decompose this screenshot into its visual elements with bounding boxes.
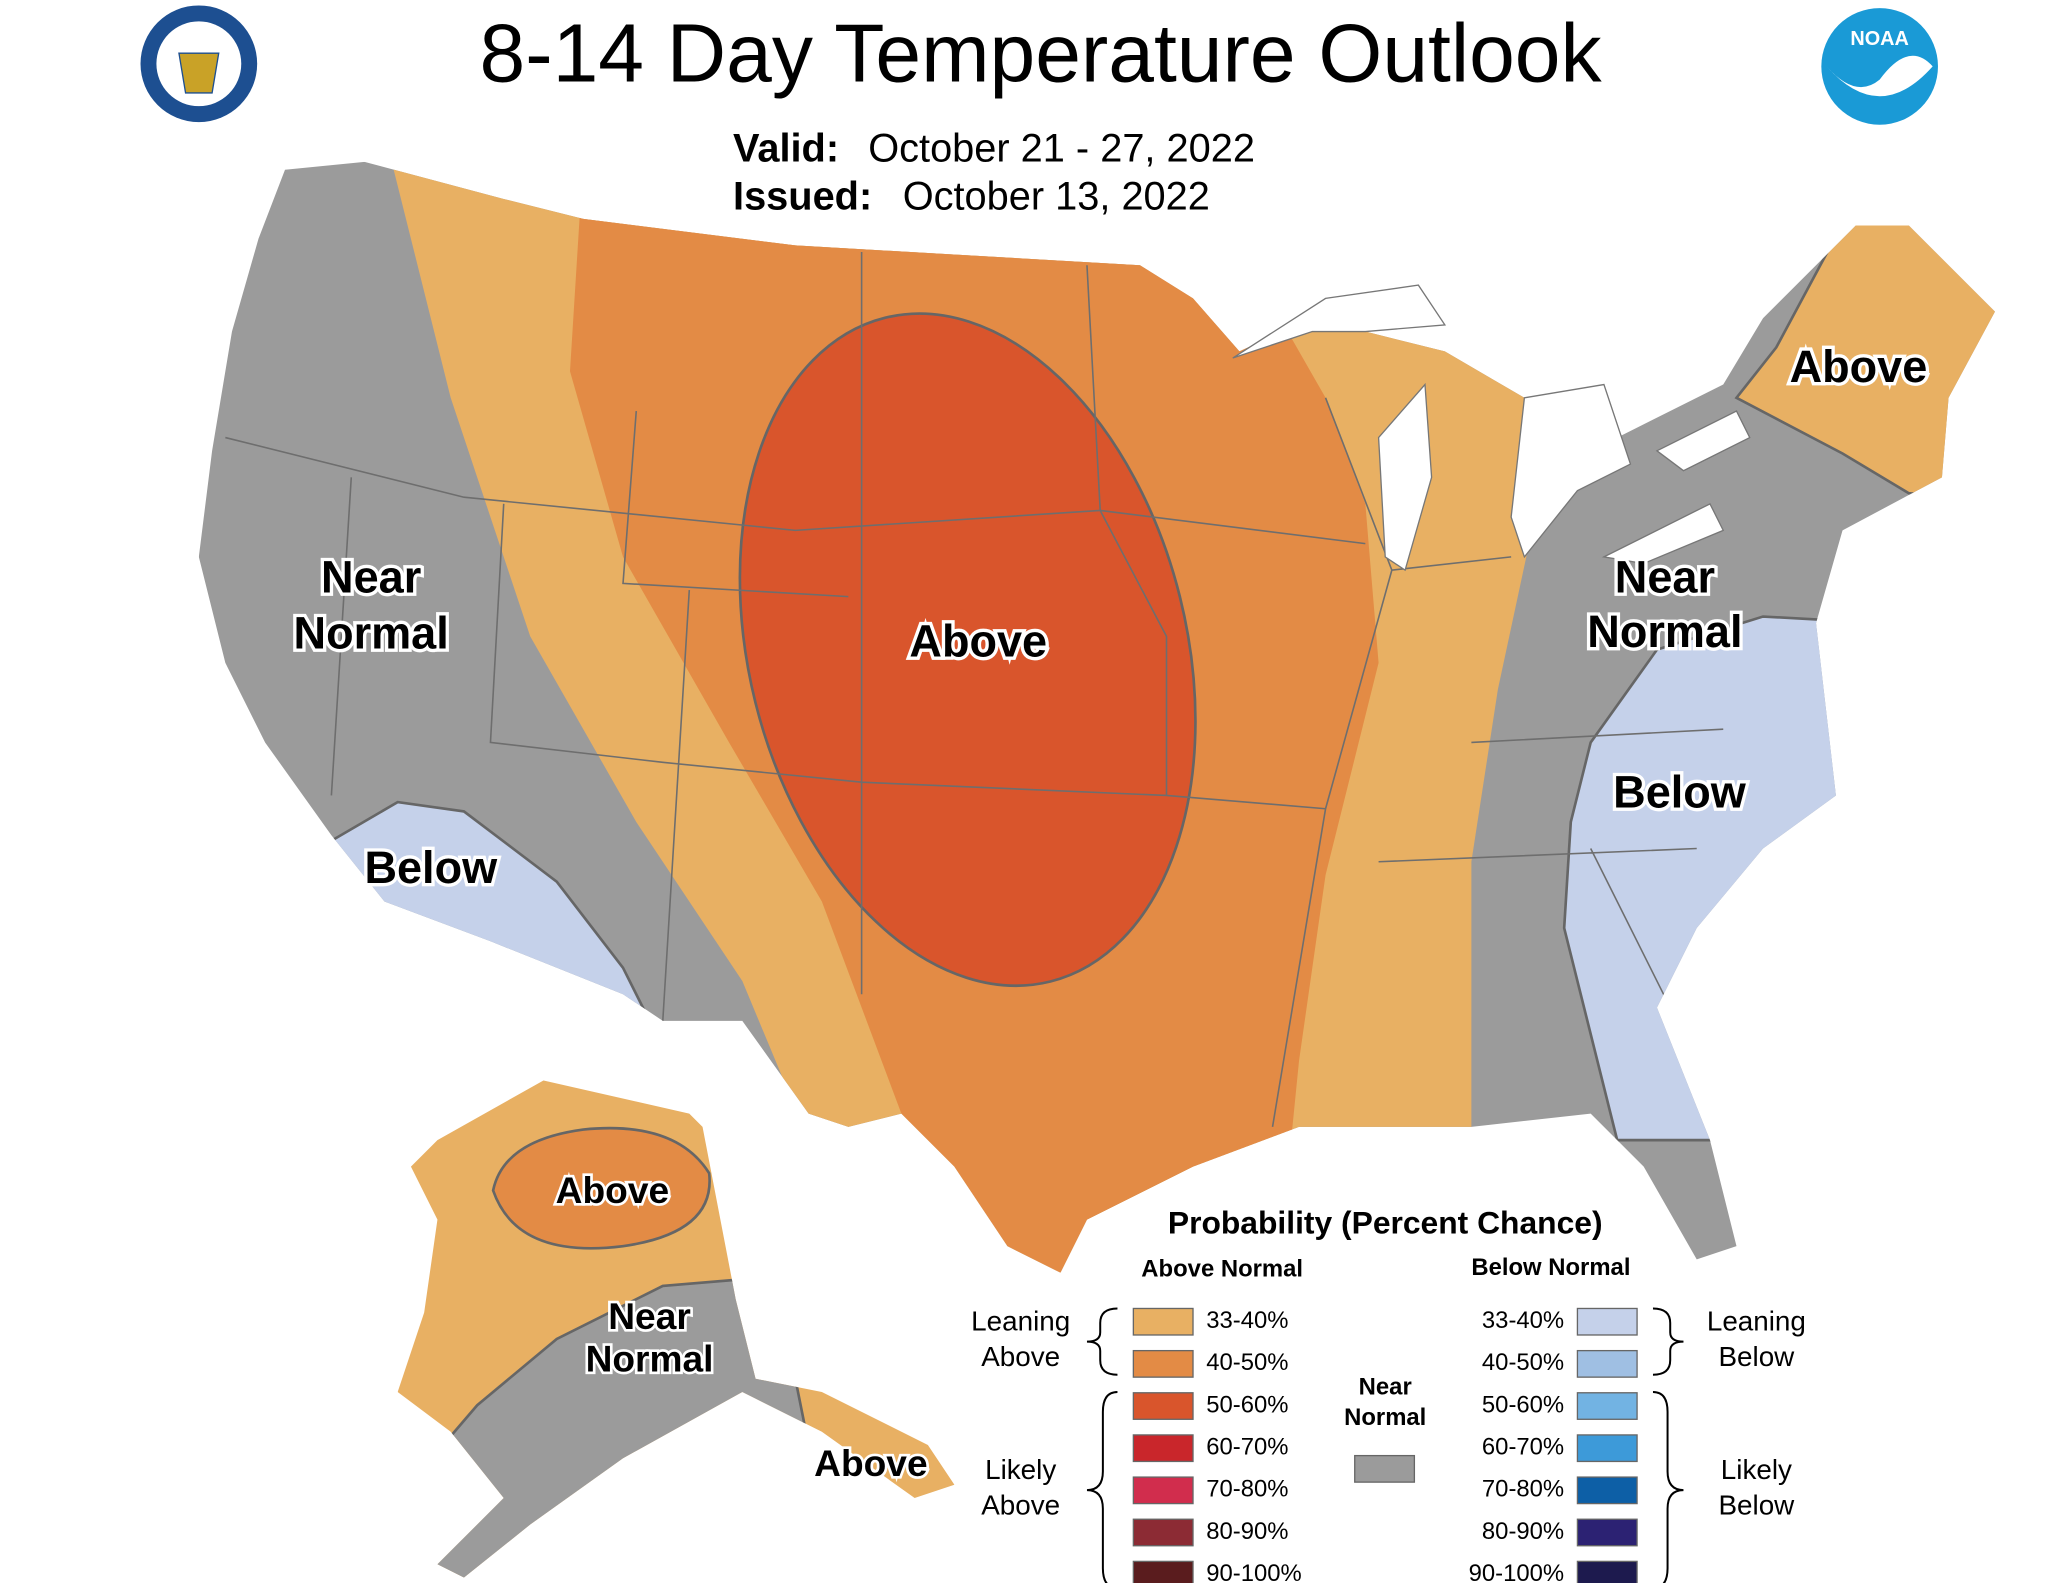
- map-label: Above: [556, 1169, 669, 1211]
- map-label: Near: [608, 1295, 691, 1337]
- legend-group-label: Below: [1718, 1490, 1795, 1521]
- legend-swatch-label: 80-90%: [1206, 1518, 1288, 1545]
- legend-swatch-label: 90-100%: [1206, 1560, 1302, 1583]
- legend-swatch-label: 40-50%: [1482, 1349, 1564, 1376]
- legend-swatch-label: 50-60%: [1482, 1391, 1564, 1418]
- legend-swatch-label: 70-80%: [1482, 1476, 1564, 1503]
- legend-near-label: Normal: [1344, 1404, 1426, 1431]
- legend-swatch: [1576, 1476, 1638, 1505]
- valid-label: Valid:: [733, 127, 839, 171]
- map-label: Normal: [586, 1337, 714, 1379]
- legend-group-label: Likely: [1721, 1454, 1792, 1485]
- legend-group-label: Likely: [985, 1454, 1056, 1485]
- alaska-above-40-50-area: [491, 1126, 711, 1250]
- legend-swatch: [1132, 1560, 1194, 1583]
- map-label: Above: [909, 615, 1047, 666]
- legend-swatch: [1576, 1434, 1638, 1463]
- legend-swatch-label: 33-40%: [1206, 1307, 1288, 1334]
- valid-dates: October 21 - 27, 2022: [868, 127, 1255, 171]
- legend-swatch-label: 70-80%: [1206, 1476, 1288, 1503]
- legend-swatch-label: 50-60%: [1206, 1391, 1288, 1418]
- map-label: Below: [364, 842, 498, 893]
- title: 8-14 Day Temperature Outlook: [480, 8, 1603, 99]
- legend-swatch: [1132, 1518, 1194, 1547]
- great-lakes: [1232, 284, 1751, 572]
- legend-heading: Below Normal: [1471, 1254, 1630, 1281]
- legend-swatch-label: 60-70%: [1206, 1433, 1288, 1460]
- map-label: Below: [1613, 766, 1747, 817]
- legend-swatch: [1132, 1434, 1194, 1463]
- map-label: Normal: [1587, 606, 1742, 657]
- legend-swatch: [1576, 1518, 1638, 1547]
- legend-swatch: [1132, 1307, 1194, 1336]
- legend-swatch-label: 90-100%: [1469, 1560, 1565, 1583]
- legend-swatch: [1354, 1454, 1416, 1483]
- issued-label: Issued:: [733, 174, 872, 218]
- legend-swatch-label: 60-70%: [1482, 1433, 1564, 1460]
- map-label: Normal: [294, 607, 449, 658]
- noaa-logo-text: NOAA: [1850, 28, 1909, 50]
- legend-group-label: Below: [1718, 1341, 1795, 1372]
- legend-swatch: [1132, 1392, 1194, 1420]
- legend-swatch: [1576, 1349, 1638, 1378]
- legend-swatch: [1132, 1349, 1194, 1378]
- legend-swatch-label: 40-50%: [1206, 1349, 1288, 1376]
- map-label: Above: [1790, 341, 1928, 392]
- legend-group-label: Leaning: [971, 1305, 1070, 1336]
- issued-date: October 13, 2022: [903, 174, 1210, 218]
- legend-swatch: [1576, 1392, 1638, 1420]
- legend-swatch: [1132, 1476, 1194, 1505]
- commerce-seal: [140, 5, 258, 123]
- legend-swatch: [1576, 1307, 1638, 1336]
- legend-group-label: Above: [981, 1490, 1060, 1521]
- map-label: Above: [814, 1442, 927, 1484]
- legend-swatch: [1576, 1560, 1638, 1583]
- map-label: Near: [321, 552, 421, 603]
- legend-group-label: Leaning: [1707, 1305, 1806, 1336]
- legend-swatch-label: 80-90%: [1482, 1518, 1564, 1545]
- above-50-60-area: [738, 312, 1197, 988]
- legend-heading: Above Normal: [1141, 1255, 1303, 1282]
- legend-near-label: Near: [1359, 1373, 1412, 1400]
- map-label: Near: [1615, 552, 1715, 603]
- legend-group-label: Above: [981, 1341, 1060, 1372]
- legend-swatch-label: 33-40%: [1482, 1307, 1564, 1334]
- conus: [198, 161, 1995, 1273]
- noaa-logo: NOAA: [1821, 8, 1938, 125]
- legend-title: Probability (Percent Chance): [1168, 1204, 1603, 1240]
